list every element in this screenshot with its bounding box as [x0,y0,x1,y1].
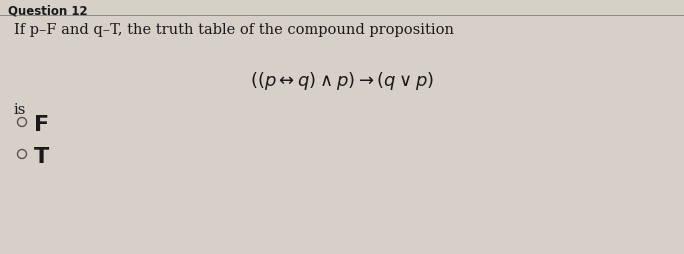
Text: T: T [34,146,49,166]
Text: If p–F and q–T, the truth table of the compound proposition: If p–F and q–T, the truth table of the c… [14,23,454,37]
Text: F: F [34,115,49,134]
Text: $((p \leftrightarrow q) \wedge p) \rightarrow (q \vee p)$: $((p \leftrightarrow q) \wedge p) \right… [250,70,434,92]
Text: is: is [14,103,27,117]
Text: Question 12: Question 12 [8,5,88,18]
